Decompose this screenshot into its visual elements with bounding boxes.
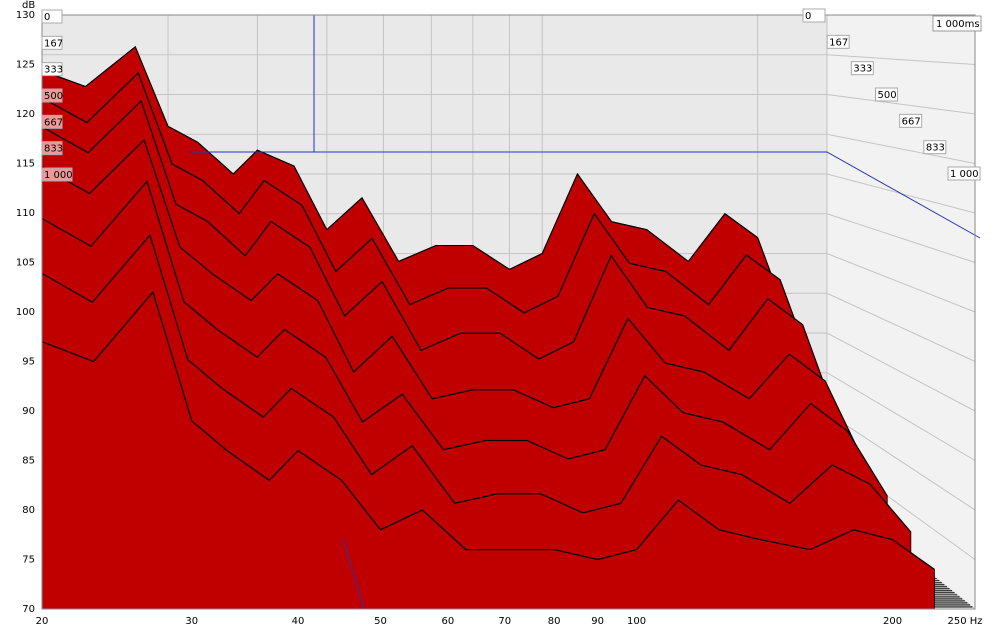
- slice-outline: [41, 290, 935, 570]
- y-tick-label: 70: [22, 604, 35, 615]
- x-tick-label: 30: [185, 616, 198, 627]
- time-label-box: [41, 62, 63, 77]
- time-label: 0: [44, 12, 50, 23]
- time-label: 500: [44, 91, 63, 102]
- time-label-box: [41, 141, 63, 156]
- y-tick-label: 130: [16, 10, 35, 21]
- time-label-box: [41, 35, 63, 50]
- grid-line: [42, 173, 976, 214]
- y-tick-label: 75: [22, 555, 35, 566]
- z-label: 1 000ms: [936, 19, 980, 30]
- time-label: 167: [829, 37, 848, 48]
- time-label: 833: [926, 143, 945, 154]
- labels: 0 0 167 167 333 333 500 500 667 667 833 833 1 000 1 0…: [16, 8, 983, 627]
- x-tick-label: 50: [374, 616, 387, 627]
- slice-outline: [41, 180, 888, 497]
- slice-outline: [41, 45, 794, 334]
- time-label-box: [899, 113, 923, 128]
- time-label-box: [850, 61, 874, 76]
- x-tick-label: 90: [591, 616, 604, 627]
- y-tick-label: 110: [16, 208, 35, 219]
- time-label-box: [41, 167, 73, 182]
- x-tick-label: 80: [548, 616, 561, 627]
- x-tick-label: 60: [441, 616, 454, 627]
- cursor-line: [342, 539, 365, 610]
- y-tick-label: 95: [22, 357, 35, 368]
- y-unit: dB: [22, 0, 35, 11]
- time-label-box: [875, 87, 898, 102]
- x-tick-label: 200: [883, 616, 902, 627]
- x-tick-label: 20: [36, 616, 49, 627]
- time-label: 1 000: [950, 169, 979, 180]
- x-tick-label: 70: [498, 616, 511, 627]
- time-label: 833: [44, 144, 63, 155]
- slice-outline: [41, 71, 818, 380]
- time-label: 167: [44, 38, 63, 49]
- time-label-box: [41, 88, 63, 103]
- time-label: 667: [44, 117, 63, 128]
- cursor: [190, 15, 981, 610]
- y-tick-label: 85: [22, 456, 35, 467]
- y-tick-label: 125: [16, 60, 35, 71]
- slice-outline: [41, 234, 912, 533]
- z-label-box: [932, 15, 982, 32]
- slice-outline: [41, 138, 865, 462]
- time-label-box: [41, 9, 63, 24]
- y-tick-label: 120: [16, 109, 35, 120]
- slice-outline: [41, 99, 841, 429]
- time-label-box: [41, 114, 63, 129]
- frame: [41, 14, 976, 610]
- y-tick-label: 90: [22, 406, 35, 417]
- x-tick-label: 40: [292, 616, 305, 627]
- slices: [41, 45, 935, 610]
- grid-line: [42, 54, 976, 65]
- y-tick-label: 80: [22, 505, 35, 516]
- time-label: 0: [805, 11, 811, 22]
- time-label: 333: [853, 64, 872, 75]
- time-label: 667: [902, 116, 921, 127]
- grid-line: [42, 94, 976, 115]
- y-tick-label: 105: [16, 258, 35, 269]
- cursor-line: [190, 151, 981, 239]
- time-label-box: [947, 166, 981, 181]
- x-tick-label: 100: [627, 616, 646, 627]
- x-tick-label: 250 Hz: [947, 616, 982, 627]
- y-tick-label: 115: [16, 159, 35, 170]
- time-label: 333: [44, 65, 63, 76]
- time-label-box: [826, 34, 850, 49]
- y-tick-label: 100: [16, 307, 35, 318]
- time-label: 500: [878, 90, 897, 101]
- time-label: 1 000: [44, 170, 73, 181]
- time-label-box: [923, 140, 947, 155]
- time-label-box: [802, 8, 826, 23]
